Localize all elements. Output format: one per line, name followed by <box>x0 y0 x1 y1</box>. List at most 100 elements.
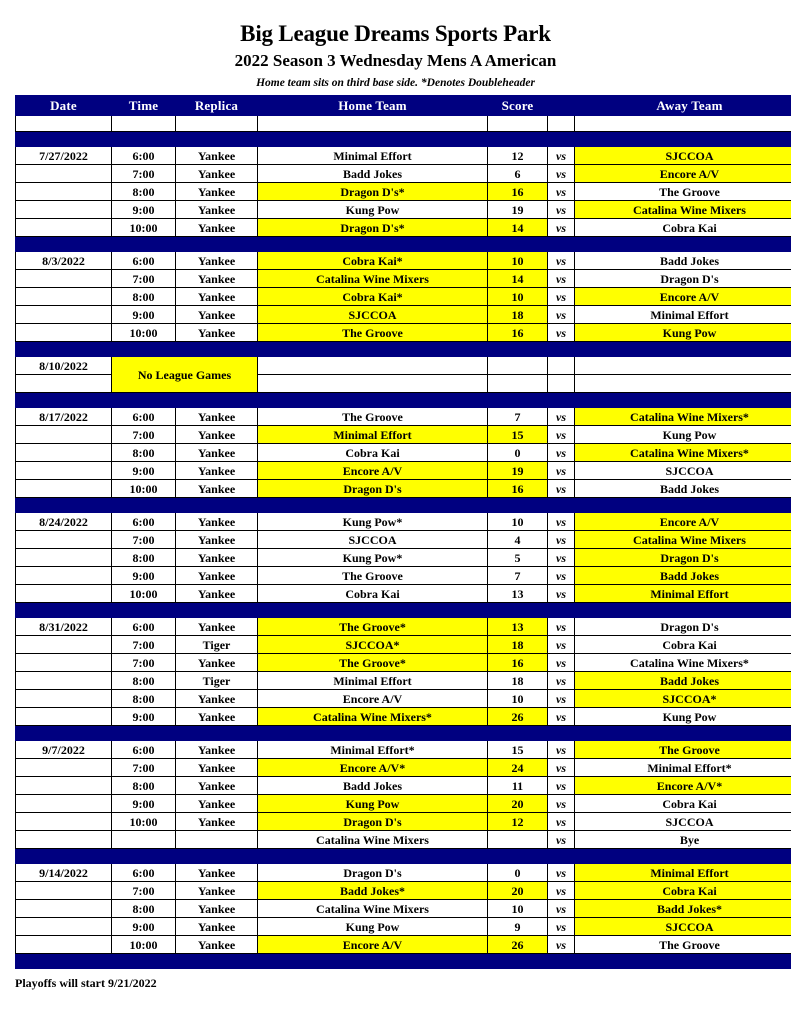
cell-home-score: 26 <box>487 707 548 727</box>
cell-home-team: The Groove* <box>257 653 488 673</box>
cell-time: 7:00 <box>111 653 176 673</box>
cell-home-score: 15 <box>487 425 548 445</box>
cell-away-team: SJCCOA <box>574 917 791 937</box>
cell-home-score <box>487 830 548 850</box>
cell-home-team: Kung Pow* <box>257 512 488 532</box>
cell-home-score: 24 <box>487 758 548 778</box>
cell-date: 8/10/2022 <box>15 356 112 376</box>
cell-home-team <box>257 374 488 394</box>
cell-home-score: 12 <box>487 812 548 832</box>
cell-home-score <box>487 356 548 376</box>
column-header-replica-2: Replica <box>175 95 258 117</box>
column-header-score-4: Score <box>487 95 548 117</box>
cell-replica: Yankee <box>175 812 258 832</box>
cell-home-score: 16 <box>487 182 548 202</box>
cell-time: 7:00 <box>111 425 176 445</box>
cell-home-score: 18 <box>487 635 548 655</box>
cell-home-team: Dragon D's <box>257 479 488 499</box>
cell-home-score: 16 <box>487 479 548 499</box>
spacer-cell <box>175 115 258 133</box>
cell-date: 8/17/2022 <box>15 407 112 427</box>
cell-home-score: 13 <box>487 584 548 604</box>
cell-date <box>15 269 112 289</box>
separator-cell <box>15 497 112 514</box>
separator-cell <box>487 341 548 358</box>
cell-home-team: The Groove* <box>257 617 488 637</box>
separator-cell <box>257 953 488 970</box>
separator-cell <box>111 392 176 409</box>
cell-vs: vs <box>547 164 575 184</box>
cell-replica: Yankee <box>175 479 258 499</box>
cell-vs: vs <box>547 461 575 481</box>
cell-date <box>15 899 112 919</box>
cell-away-team: The Groove <box>574 740 791 760</box>
cell-time: 10:00 <box>111 812 176 832</box>
week-separator-row <box>15 236 791 253</box>
table-row: 8/31/2022 6:00 Yankee The Groove* 13 vs Dragon… <box>15 617 791 637</box>
cell-home-team: Minimal Effort <box>257 671 488 691</box>
cell-date <box>15 794 112 814</box>
cell-date <box>15 305 112 325</box>
cell-away-team: Catalina Wine Mixers* <box>574 653 791 673</box>
separator-cell <box>257 392 488 409</box>
cell-replica: Yankee <box>175 251 258 271</box>
cell-home-score: 20 <box>487 794 548 814</box>
week-separator-row <box>15 953 791 970</box>
cell-home-score: 9 <box>487 917 548 937</box>
cell-replica: Yankee <box>175 305 258 325</box>
cell-home-team: Encore A/V <box>257 461 488 481</box>
table-row: 9/14/2022 6:00 Yankee Dragon D's 0 vs Minimal … <box>15 863 791 883</box>
cell-home-team: Dragon D's* <box>257 218 488 238</box>
table-row: 8/24/2022 6:00 Yankee Kung Pow* 10 vs Encore A… <box>15 512 791 532</box>
separator-cell <box>547 497 575 514</box>
cell-home-score: 5 <box>487 548 548 568</box>
cell-time: 8:00 <box>111 443 176 463</box>
spacer-cell <box>574 115 791 133</box>
cell-replica: Yankee <box>175 935 258 955</box>
cell-home-score: 6 <box>487 164 548 184</box>
cell-home-score: 14 <box>487 269 548 289</box>
cell-vs: vs <box>547 443 575 463</box>
cell-away-team: SJCCOA <box>574 461 791 481</box>
week-separator-row <box>15 341 791 358</box>
week-separator-row <box>15 131 791 148</box>
cell-home-team: Badd Jokes <box>257 164 488 184</box>
cell-replica: Yankee <box>175 530 258 550</box>
cell-date <box>15 881 112 901</box>
cell-date <box>15 374 112 394</box>
cell-time: 6:00 <box>111 146 176 166</box>
separator-cell <box>15 236 112 253</box>
separator-cell <box>15 953 112 970</box>
cell-replica: Tiger <box>175 671 258 691</box>
cell-time: 9:00 <box>111 566 176 586</box>
cell-time: 8:00 <box>111 689 176 709</box>
cell-replica: Yankee <box>175 617 258 637</box>
cell-home-team: Catalina Wine Mixers <box>257 899 488 919</box>
cell-vs: vs <box>547 689 575 709</box>
separator-cell <box>111 341 176 358</box>
separator-cell <box>487 131 548 148</box>
cell-away-team: Encore A/V <box>574 512 791 532</box>
cell-vs: vs <box>547 566 575 586</box>
page-subtitle: 2022 Season 3 Wednesday Mens A American <box>234 51 557 71</box>
cell-time: 6:00 <box>111 407 176 427</box>
cell-home-team: Cobra Kai <box>257 443 488 463</box>
table-row <box>15 374 791 394</box>
cell-away-team: Encore A/V* <box>574 776 791 796</box>
cell-away-team: The Groove <box>574 182 791 202</box>
cell-vs <box>547 356 575 376</box>
cell-home-score: 11 <box>487 776 548 796</box>
cell-away-team: The Groove <box>574 935 791 955</box>
cell-date: 8/31/2022 <box>15 617 112 637</box>
cell-date <box>15 707 112 727</box>
cell-vs <box>547 374 575 394</box>
table-row: 8/10/2022 No League Games <box>15 356 791 394</box>
cell-home-score: 10 <box>487 251 548 271</box>
separator-cell <box>547 236 575 253</box>
cell-home-team: SJCCOA <box>257 305 488 325</box>
cell-home-score: 0 <box>487 863 548 883</box>
cell-away-team: Cobra Kai <box>574 635 791 655</box>
cell-date <box>15 443 112 463</box>
